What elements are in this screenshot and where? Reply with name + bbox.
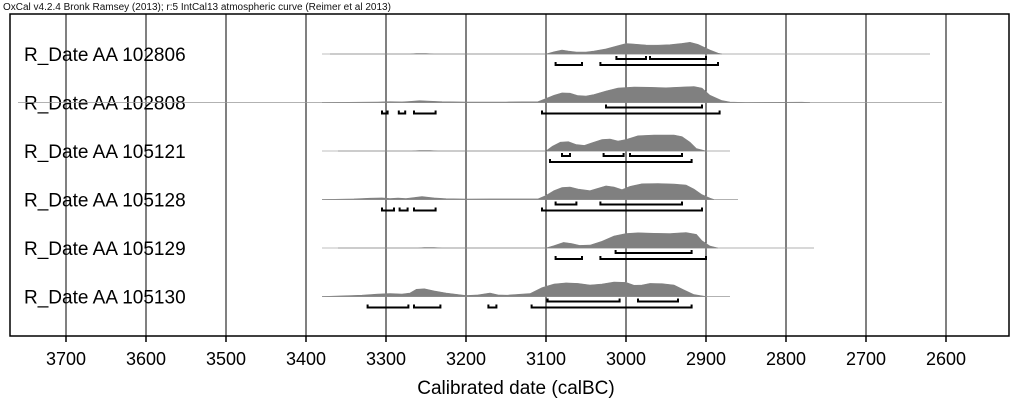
- range-95-bracket: [554, 256, 583, 260]
- range-95-bracket: [599, 62, 719, 66]
- x-axis-title: Calibrated date (calBC): [417, 378, 614, 399]
- sample-label: R_Date AA 105121: [24, 142, 186, 163]
- probability-distribution: [322, 134, 707, 152]
- sample-label: R_Date AA 105130: [24, 288, 186, 309]
- sample-label: R_Date AA 102808: [24, 94, 186, 115]
- sample-row: R_Date AA 102808: [18, 86, 942, 115]
- x-axis: 3700 3600 3500 3400 3300 3200 3100 3000 2900 2800…: [46, 336, 966, 369]
- range-68-bracket: [605, 104, 703, 109]
- range-68-bracket: [602, 153, 625, 157]
- tick-label-2600: 2600: [926, 349, 966, 369]
- tick-label-3100: 3100: [526, 349, 566, 369]
- range-68-bracket: [629, 153, 683, 157]
- tick-label-2900: 2900: [686, 349, 726, 369]
- tick-label-3200: 3200: [446, 349, 486, 369]
- range-68-bracket: [599, 201, 683, 206]
- range-95-bracket: [413, 304, 442, 309]
- range-95-bracket: [487, 304, 498, 309]
- sample-label: R_Date AA 105129: [24, 239, 186, 260]
- sample-label: R_Date AA 105128: [24, 191, 186, 212]
- sample-row: R_Date AA 105129: [24, 232, 814, 260]
- range-95-bracket: [381, 207, 395, 212]
- tick-label-3000: 3000: [606, 349, 646, 369]
- tick-label-3500: 3500: [206, 349, 246, 369]
- sample-row: R_Date AA 105121: [24, 134, 730, 163]
- tick-label-3700: 3700: [46, 349, 86, 369]
- range-95-bracket: [381, 110, 389, 115]
- probability-distribution: [322, 232, 719, 249]
- sample-row: R_Date AA 105128: [24, 183, 738, 212]
- tick-label-3300: 3300: [366, 349, 406, 369]
- range-95-bracket: [541, 110, 721, 115]
- sample-label: R_Date AA 102806: [24, 45, 186, 66]
- range-95-bracket: [549, 159, 693, 163]
- range-95-bracket: [366, 304, 410, 309]
- range-68-bracket: [649, 56, 707, 60]
- range-95-bracket: [541, 207, 703, 212]
- header-text: OxCal v4.2.4 Bronk Ramsey (2013); r:5 In…: [3, 2, 391, 13]
- range-68-bracket: [554, 201, 578, 206]
- range-95-bracket: [530, 304, 693, 309]
- sample-rows: R_Date AA 102806 R_Date AA 102808 R_Date A…: [18, 41, 942, 309]
- range-95-bracket: [413, 207, 437, 212]
- tick-label-2800: 2800: [766, 349, 806, 369]
- range-95-bracket: [599, 256, 707, 260]
- range-95-bracket: [554, 62, 583, 66]
- range-95-bracket: [397, 110, 407, 115]
- tick-label-3600: 3600: [126, 349, 166, 369]
- range-95-bracket: [413, 110, 437, 115]
- plot-frame: [9, 13, 1010, 337]
- sample-row: R_Date AA 105130: [24, 281, 730, 309]
- probability-distribution: [321, 183, 715, 200]
- tick-label-2700: 2700: [846, 349, 886, 369]
- probability-distribution: [322, 41, 723, 55]
- sample-row: R_Date AA 102806: [24, 41, 930, 66]
- range-95-bracket: [398, 207, 409, 212]
- probability-distribution: [321, 86, 811, 103]
- range-68-bracket: [546, 298, 621, 303]
- range-68-bracket: [614, 250, 693, 254]
- probability-distribution: [321, 281, 707, 297]
- range-68-bracket: [615, 56, 647, 60]
- range-68-bracket: [561, 153, 571, 157]
- range-68-bracket: [637, 298, 679, 303]
- tick-label-3400: 3400: [286, 349, 326, 369]
- grid-layer: [65, 14, 947, 336]
